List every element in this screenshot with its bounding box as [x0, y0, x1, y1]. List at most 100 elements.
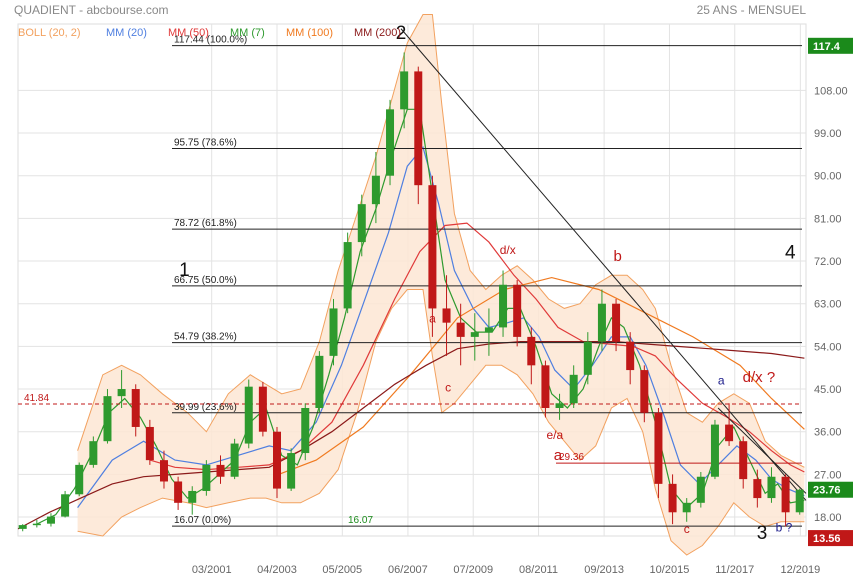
bollinger-lower — [77, 289, 805, 556]
candle-body — [739, 441, 748, 480]
period-label: 25 ANS - MENSUEL — [697, 3, 807, 17]
wave-label: a — [554, 447, 563, 464]
candle-body — [640, 370, 649, 413]
price-label-box — [808, 530, 853, 547]
candle-body — [357, 204, 366, 243]
x-tick-label: 09/2013 — [584, 564, 624, 576]
legend-entry: MM (20) — [106, 27, 147, 39]
fibonacci-levels: 117.44 (100.0%) 95.75 (78.6%) 78.72 (61.8%… — [18, 35, 802, 527]
candle-body — [400, 71, 409, 110]
candle-body — [202, 464, 211, 491]
candle-body — [710, 424, 719, 477]
wave-label: a — [718, 373, 725, 387]
candle-body — [159, 460, 168, 482]
candle-body — [131, 389, 140, 427]
candles — [18, 52, 804, 532]
candle-body — [470, 332, 479, 337]
wave-label: a — [429, 312, 436, 326]
candle-body — [32, 523, 41, 526]
candle-body — [230, 443, 239, 477]
y-tick-label: 54.00 — [814, 341, 842, 353]
wave-label: b — [429, 191, 436, 205]
candle-body — [273, 431, 282, 489]
wave-label: e/a — [547, 428, 564, 442]
candle-body — [371, 175, 380, 205]
candle-body — [456, 322, 465, 337]
fib-label: 95.75 (78.6%) — [174, 137, 237, 148]
y-tick-label: 108.00 — [814, 85, 848, 97]
candle-body — [725, 424, 734, 442]
chart-title: QUADIENT - abcbourse.com — [14, 3, 169, 17]
price-label-box — [808, 37, 853, 54]
price-label: 23.76 — [813, 485, 841, 497]
price-label: 117.4 — [813, 41, 841, 53]
candle-body — [555, 403, 564, 408]
candle-body — [753, 479, 762, 499]
y-tick-label: 81.00 — [814, 213, 842, 225]
price-label-box — [808, 481, 853, 498]
y-tick-label: 27.00 — [814, 469, 842, 481]
candle-body — [795, 489, 804, 513]
candle-body — [103, 396, 112, 442]
candle-body — [442, 308, 451, 323]
candle-body — [258, 386, 267, 432]
x-tick-label: 11/2017 — [715, 564, 754, 576]
candle-body — [329, 308, 338, 356]
candle-body — [145, 426, 154, 461]
candle-body — [75, 464, 84, 495]
legend-entry: BOLL (20, 2) — [18, 27, 81, 39]
candle-body — [583, 341, 592, 375]
candle-body — [767, 476, 776, 499]
fib-label: 117.44 (100.0%) — [174, 35, 247, 46]
candle-body — [46, 516, 55, 524]
wave-label: c — [684, 522, 690, 536]
candle-body — [244, 386, 253, 444]
candle-body — [386, 109, 395, 176]
candle-body — [343, 242, 352, 309]
y-tick-label: 63.00 — [814, 299, 842, 311]
wave-label: d/x ? — [743, 369, 776, 386]
candle-body — [61, 494, 70, 517]
candle-body — [174, 481, 183, 503]
price-label: 13.56 — [813, 533, 841, 545]
fib-label: 78.72 (61.8%) — [174, 218, 237, 229]
legend: BOLL (20, 2) MM (20) MM (50) MM (7) MM (100)… — [18, 27, 401, 39]
annotations: 1 2 3 4 b a c d/x e/a a b c a d/x ? b ? — [179, 23, 796, 544]
legend-entry: MM (7) — [230, 27, 265, 39]
wave-label: 1 — [179, 260, 190, 281]
candle-body — [597, 303, 606, 342]
y-tick-label: 18.00 — [814, 512, 842, 524]
candle-body — [513, 284, 522, 337]
candle-body — [301, 408, 310, 454]
wave-label: d/x — [500, 243, 516, 257]
trendline — [717, 407, 807, 494]
candle-body — [89, 441, 98, 465]
y-tick-label: 45.00 — [814, 384, 842, 396]
candle-body — [527, 336, 536, 366]
wave-label: c — [445, 380, 451, 394]
y-tick-label: 72.00 — [814, 256, 842, 268]
candle-body — [18, 525, 27, 529]
legend-entry: MM (100) — [286, 27, 333, 39]
candle-body — [484, 327, 493, 333]
candle-body — [612, 303, 621, 342]
candle-body — [569, 374, 578, 404]
fib-label: 39.99 (23.6%) — [174, 402, 237, 413]
candle-body — [414, 71, 423, 186]
candle-body — [287, 453, 296, 489]
price-tick-label: 41.84 — [24, 393, 49, 404]
x-tick-label: 04/2003 — [257, 564, 297, 576]
trendline — [400, 28, 807, 501]
wave-label: 3 — [757, 523, 768, 544]
candle-body — [654, 412, 663, 484]
candle-body — [668, 483, 677, 513]
candle-body — [216, 464, 225, 477]
wave-label: b — [613, 248, 621, 265]
x-tick-label: 03/2001 — [192, 564, 232, 576]
candle-body — [117, 389, 126, 397]
x-tick-label: 06/2007 — [388, 564, 428, 576]
series-line — [278, 276, 805, 475]
trendlines — [400, 28, 807, 501]
candle-body — [188, 490, 197, 503]
